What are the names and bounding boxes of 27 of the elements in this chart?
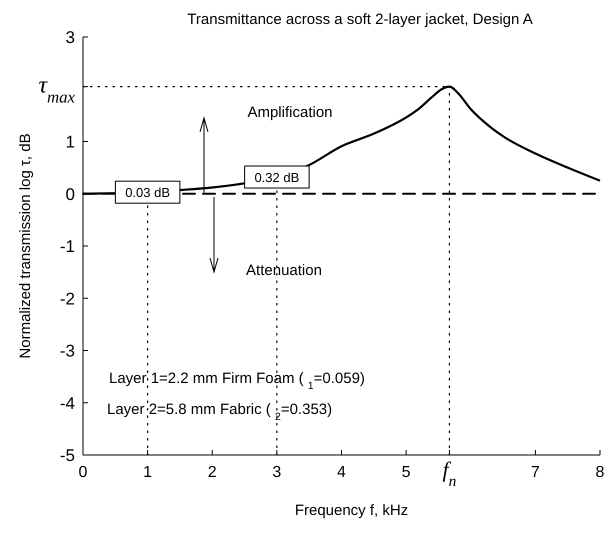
annotation: Layer 1=2.2 mm Firm Foam ( $_{1}$=0.059) — [109, 370, 365, 392]
x-tick-label: 3 — [272, 464, 282, 481]
x-tick-label: 5 — [402, 464, 411, 481]
x-axis-title: Frequency f, kHz — [294, 502, 408, 519]
x-tick-label: 1 — [143, 464, 152, 481]
annotation: Layer 2=5.8 mm Fabric ( $_{2}$=0.353) — [107, 401, 332, 423]
x-tick-label: 7 — [530, 464, 540, 481]
x-tick-label: 4 — [337, 464, 346, 481]
y-tick-label: -4 — [60, 394, 75, 413]
x-tick-label: f$_{n}$ — [442, 457, 457, 490]
y-tick-label: -1 — [60, 237, 75, 256]
x-tick-label: 8 — [596, 464, 605, 481]
x-tick-label: 0 — [78, 464, 88, 481]
annotation: 0.32 dB — [254, 170, 300, 186]
y-tick-label: τ$_{max}$ — [38, 72, 76, 106]
x-tick-label: 2 — [208, 464, 217, 481]
y-tick-label: -3 — [60, 342, 75, 360]
y-tick-label: -2 — [60, 289, 75, 308]
annotation: Attenuation — [246, 262, 322, 279]
y-tick-label: -5 — [60, 446, 75, 465]
y-axis-title: Normalized transmission log τ, dB — [17, 133, 34, 359]
annotation: 0.03 dB — [125, 185, 170, 200]
y-tick-label: 1 — [66, 132, 75, 152]
y-tick-label: 3 — [66, 28, 75, 47]
annotation: Amplification — [247, 104, 333, 121]
chart-title: Transmittance across a soft 2-layer jacket, Design A — [187, 11, 533, 28]
y-tick-label: 0 — [66, 184, 75, 204]
